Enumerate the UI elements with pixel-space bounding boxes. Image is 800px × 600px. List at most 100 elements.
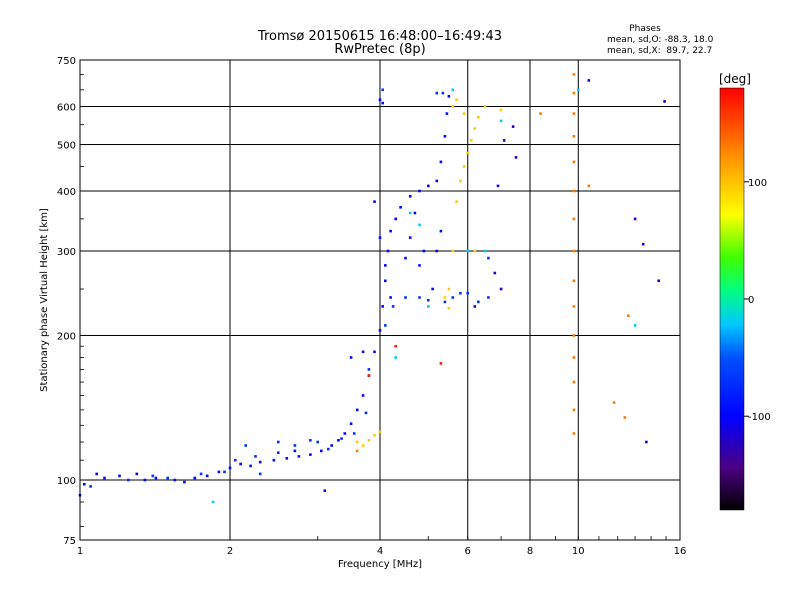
data-point <box>258 472 262 476</box>
data-point <box>364 411 368 415</box>
data-point <box>320 449 323 453</box>
x-tick-label: 6 <box>465 546 471 557</box>
data-point <box>135 472 139 476</box>
data-point <box>633 324 637 327</box>
data-point <box>487 256 490 260</box>
x-tick-label: 16 <box>674 546 687 557</box>
data-point <box>394 344 397 348</box>
data-point <box>349 356 353 359</box>
data-point <box>443 296 447 299</box>
data-point <box>378 236 382 239</box>
data-point <box>499 108 503 112</box>
colorbar-tick-label: 0 <box>748 295 754 306</box>
data-point <box>451 88 455 92</box>
data-point <box>418 189 421 193</box>
y-tick-label: 500 <box>57 141 76 152</box>
data-point <box>277 451 280 454</box>
y-tick-label: 600 <box>57 103 76 114</box>
data-point <box>211 500 215 504</box>
data-point <box>373 200 376 203</box>
data-point <box>373 350 376 354</box>
stats-x-mode: mean, sd,X: 89.7, 22.7 <box>607 46 712 56</box>
x-tick-label: 1 <box>77 546 83 557</box>
data-point <box>572 432 576 435</box>
y-tick-label: 750 <box>57 56 76 67</box>
data-point <box>633 217 637 221</box>
data-point <box>496 184 500 188</box>
data-point <box>95 472 98 476</box>
data-point <box>337 439 340 442</box>
data-point <box>349 422 353 425</box>
data-point <box>367 374 371 377</box>
data-point <box>404 256 407 260</box>
data-point <box>435 249 439 253</box>
data-point <box>587 184 591 188</box>
data-point <box>193 476 197 480</box>
data-point <box>367 439 371 442</box>
data-point <box>451 296 455 299</box>
data-point <box>378 430 382 434</box>
data-point <box>309 439 312 442</box>
data-point <box>399 206 402 209</box>
data-point <box>183 480 186 484</box>
data-point <box>657 279 660 283</box>
data-point <box>441 91 445 95</box>
data-point <box>627 314 630 317</box>
data-point <box>623 416 627 419</box>
data-point <box>381 88 384 92</box>
data-point <box>352 432 356 435</box>
x-axis-label: Frequency [MHz] <box>338 559 422 570</box>
data-point <box>587 79 591 82</box>
data-point <box>483 105 487 108</box>
x-tick-label: 10 <box>572 546 585 557</box>
data-point <box>418 223 421 227</box>
data-point <box>151 474 155 478</box>
data-point <box>539 112 542 115</box>
data-point <box>572 217 576 221</box>
data-point <box>502 139 506 142</box>
data-point <box>572 408 576 412</box>
data-point <box>455 200 458 203</box>
data-point <box>408 211 412 215</box>
data-point <box>277 440 280 444</box>
data-point <box>462 112 466 115</box>
data-point <box>343 432 347 435</box>
data-point <box>205 474 209 478</box>
data-point <box>293 449 297 453</box>
data-point <box>199 472 203 476</box>
data-point <box>422 249 426 253</box>
data-point <box>249 464 252 468</box>
data-point <box>413 211 417 215</box>
data-point <box>473 305 477 308</box>
data-point <box>572 334 576 337</box>
data-point <box>217 470 221 474</box>
data-point <box>487 296 490 299</box>
data-point <box>408 236 412 239</box>
colorbar-tick-label: 100 <box>748 178 767 189</box>
data-point <box>439 362 443 365</box>
data-point <box>127 478 130 482</box>
data-point <box>384 279 387 283</box>
data-point <box>361 350 365 354</box>
data-point <box>572 112 576 115</box>
data-point <box>443 300 447 304</box>
data-point <box>443 135 447 138</box>
data-point <box>404 296 407 299</box>
data-point <box>499 119 503 123</box>
data-point <box>381 305 384 308</box>
data-point <box>514 156 518 159</box>
chart-title: Tromsø 20150615 16:48:00–16:49:43 <box>257 29 502 44</box>
data-point <box>378 329 382 332</box>
data-point <box>367 368 371 371</box>
data-point <box>272 458 276 462</box>
data-point <box>384 264 387 267</box>
data-point <box>455 98 458 101</box>
data-point <box>244 444 247 447</box>
y-tick-label: 300 <box>57 247 76 258</box>
data-point <box>572 160 576 164</box>
data-point <box>572 279 576 283</box>
y-axis-label: Stationary phase Virtual Height [km] <box>39 208 50 392</box>
data-point <box>439 229 443 233</box>
data-point <box>447 306 451 310</box>
colorbar <box>719 87 745 511</box>
